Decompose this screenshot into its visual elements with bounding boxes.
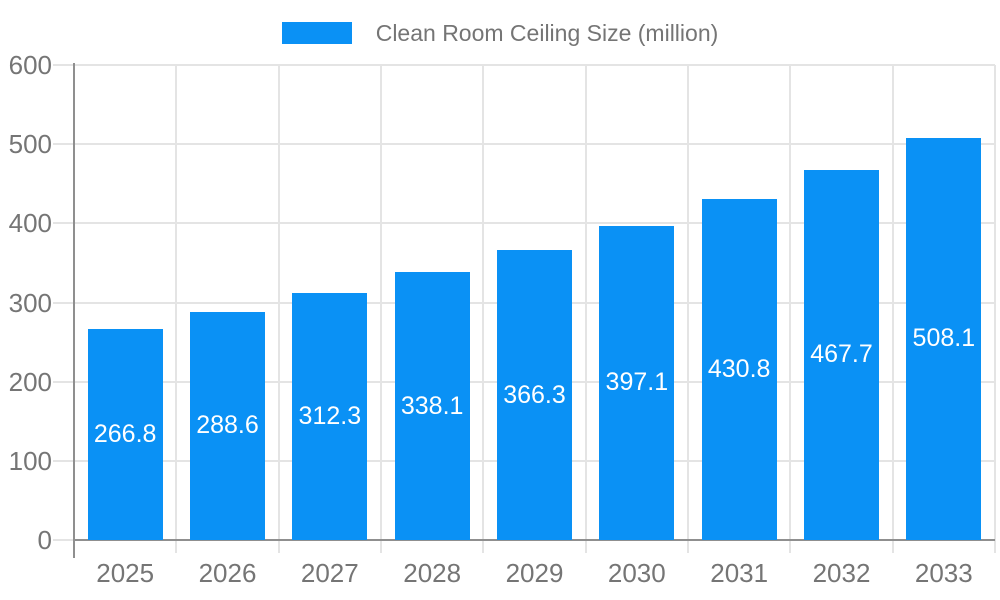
x-axis-label: 2032 bbox=[812, 558, 871, 588]
gridline-vertical bbox=[277, 65, 280, 540]
y-axis-tick bbox=[53, 301, 73, 304]
bar-2028[interactable] bbox=[394, 272, 470, 540]
bar-2033[interactable] bbox=[906, 137, 982, 540]
y-axis-label: 200 bbox=[8, 366, 52, 397]
bar-value-label: 467.7 bbox=[810, 340, 873, 369]
gridline-vertical bbox=[482, 65, 485, 540]
x-axis-tick bbox=[994, 540, 996, 553]
x-axis-tick bbox=[175, 540, 178, 553]
bar-2030[interactable] bbox=[599, 225, 675, 540]
bar-2029[interactable] bbox=[497, 250, 572, 540]
y-axis-tick bbox=[53, 222, 73, 225]
bar-2032[interactable] bbox=[804, 169, 879, 540]
x-axis-label: 2033 bbox=[914, 558, 973, 588]
x-axis-label: 2031 bbox=[710, 558, 769, 588]
x-axis-tick bbox=[482, 540, 485, 553]
y-axis-tick bbox=[53, 380, 73, 383]
y-axis-label: 300 bbox=[8, 287, 52, 318]
x-axis-label: 2028 bbox=[403, 558, 462, 588]
legend-label: Clean Room Ceiling Size (million) bbox=[375, 19, 719, 46]
y-axis-label: 0 bbox=[37, 525, 52, 555]
bar-value-label: 366.3 bbox=[503, 380, 566, 409]
gridline-vertical bbox=[584, 65, 587, 540]
x-axis-label: 2030 bbox=[607, 558, 666, 588]
bar-value-label: 312.3 bbox=[298, 401, 362, 430]
chart-legend[interactable]: Clean Room Ceiling Size (million) bbox=[0, 19, 1000, 46]
y-axis-line bbox=[73, 63, 75, 558]
y-axis-label: 500 bbox=[8, 129, 52, 160]
gridline-vertical bbox=[891, 65, 894, 540]
x-axis-tick bbox=[584, 540, 587, 553]
bar-value-label: 288.6 bbox=[196, 411, 259, 440]
bar-value-label: 338.1 bbox=[400, 391, 464, 420]
x-axis-tick bbox=[380, 540, 382, 553]
gridline-vertical bbox=[789, 65, 792, 540]
y-axis-tick bbox=[53, 143, 73, 146]
bar-2031[interactable] bbox=[701, 198, 777, 540]
y-axis-label: 600 bbox=[8, 50, 52, 80]
bar-value-label: 430.8 bbox=[707, 354, 771, 383]
x-axis-tick bbox=[891, 540, 894, 553]
gridline-horizontal bbox=[74, 143, 995, 146]
x-axis-label: 2026 bbox=[198, 558, 257, 588]
bar-2026[interactable] bbox=[190, 311, 265, 540]
x-axis-label: 2027 bbox=[300, 558, 359, 588]
bar-value-label: 508.1 bbox=[912, 324, 976, 353]
gridline-horizontal bbox=[74, 222, 995, 225]
bar-2027[interactable] bbox=[292, 292, 368, 540]
legend-swatch bbox=[281, 22, 352, 44]
y-axis-tick bbox=[53, 539, 73, 541]
gridline-vertical bbox=[687, 65, 689, 540]
x-axis-tick bbox=[277, 540, 280, 553]
y-axis-label: 400 bbox=[8, 208, 52, 239]
bar-2025[interactable] bbox=[87, 328, 163, 540]
x-axis-label: 2025 bbox=[96, 558, 155, 588]
bar-value-label: 266.8 bbox=[93, 419, 157, 448]
y-axis-tick bbox=[53, 64, 73, 66]
x-axis-tick bbox=[687, 540, 689, 553]
gridline-vertical bbox=[380, 65, 382, 540]
gridline-horizontal bbox=[74, 64, 995, 66]
y-axis-tick bbox=[53, 459, 73, 462]
y-axis-label: 100 bbox=[8, 445, 52, 476]
x-axis-tick bbox=[789, 540, 792, 553]
gridline-vertical bbox=[994, 65, 996, 540]
x-axis-line bbox=[73, 539, 995, 541]
gridline-vertical bbox=[175, 65, 178, 540]
bar-value-label: 397.1 bbox=[605, 368, 669, 397]
x-axis-label: 2029 bbox=[505, 558, 564, 588]
